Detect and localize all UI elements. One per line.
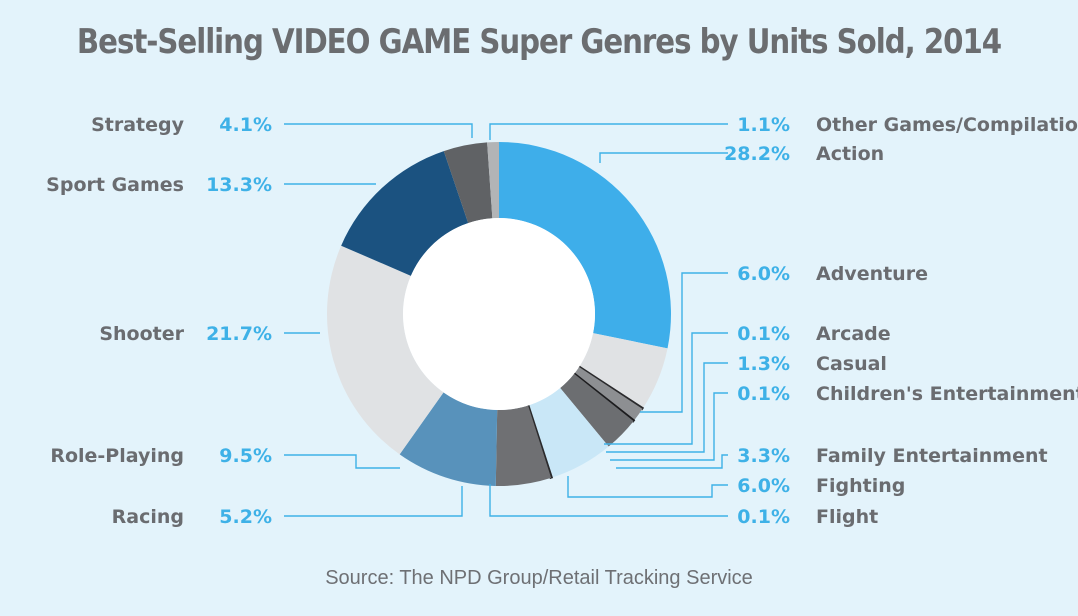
category-label-arcade: Arcade — [816, 323, 891, 345]
category-label-family-entertainment: Family Entertainment — [816, 445, 1048, 467]
pct-label-action: 28.2% — [724, 143, 790, 165]
wedge-adventure — [579, 333, 668, 408]
leader-line-adventure — [640, 272, 728, 413]
wedge-role-playing — [399, 392, 498, 486]
leader-line-flight — [489, 484, 728, 517]
category-label-flight: Flight — [816, 506, 878, 528]
category-label-adventure: Adventure — [816, 263, 928, 285]
category-label-role-playing: Role-Playing — [50, 445, 184, 467]
leader-line-family-entertainment — [616, 454, 728, 469]
category-label-fighting: Fighting — [816, 475, 905, 497]
pct-label-shooter: 21.7% — [206, 323, 272, 345]
wedge-racing — [495, 405, 552, 486]
leader-line-children-s-entertainment — [610, 392, 728, 461]
pct-label-racing: 5.2% — [219, 506, 272, 528]
pct-label-adventure: 6.0% — [737, 263, 790, 285]
category-label-shooter: Shooter — [99, 323, 184, 345]
leader-line-action — [599, 152, 728, 163]
chart-title: Best-Selling VIDEO GAME Super Genres by … — [76, 22, 1002, 62]
leader-line-role-playing — [284, 454, 400, 469]
pct-label-arcade: 0.1% — [737, 323, 790, 345]
pct-label-casual: 1.3% — [737, 353, 790, 375]
wedge-other-games-compilations — [487, 142, 499, 219]
pct-label-family-entertainment: 3.3% — [737, 445, 790, 467]
donut-wedges — [327, 142, 671, 486]
leader-line-fighting — [567, 476, 728, 498]
leader-line-strategy — [284, 123, 473, 138]
category-label-casual: Casual — [816, 353, 887, 375]
pct-label-strategy: 4.1% — [219, 114, 272, 136]
leader-line-racing — [284, 486, 463, 517]
leader-line-casual — [606, 362, 728, 453]
pct-label-sport-games: 13.3% — [206, 174, 272, 196]
wedge-strategy — [443, 142, 493, 224]
wedge-shooter — [327, 245, 444, 455]
pct-label-fighting: 6.0% — [737, 475, 790, 497]
donut-hole — [403, 218, 595, 410]
pct-label-children-s-entertainment: 0.1% — [737, 383, 790, 405]
pct-label-flight: 0.1% — [737, 506, 790, 528]
category-label-strategy: Strategy — [91, 114, 185, 136]
pct-label-other-games-compilations: 1.1% — [737, 114, 790, 136]
wedge-action — [499, 142, 671, 349]
category-label-racing: Racing — [112, 506, 184, 528]
chart-source: Source: The NPD Group/Retail Tracking Se… — [325, 567, 753, 589]
wedge-fighting — [528, 387, 609, 478]
chart-labels: 28.2% Action 6.0% Adventure 0.1% Arcade 1.3% Ca… — [46, 114, 1078, 528]
wedge-casual — [574, 366, 643, 421]
category-label-other-games-compilations: Other Games/Compilations — [816, 114, 1078, 136]
category-label-action: Action — [816, 143, 884, 165]
category-label-children-s-entertainment: Children's Entertainment — [816, 383, 1078, 405]
wedge-sport-games — [341, 151, 469, 276]
wedge-family-entertainment — [560, 373, 634, 447]
category-label-sport-games: Sport Games — [46, 174, 184, 196]
leader-line-other-games-compilations — [489, 123, 728, 140]
leader-line-arcade — [604, 332, 728, 445]
pct-label-role-playing: 9.5% — [219, 445, 272, 467]
